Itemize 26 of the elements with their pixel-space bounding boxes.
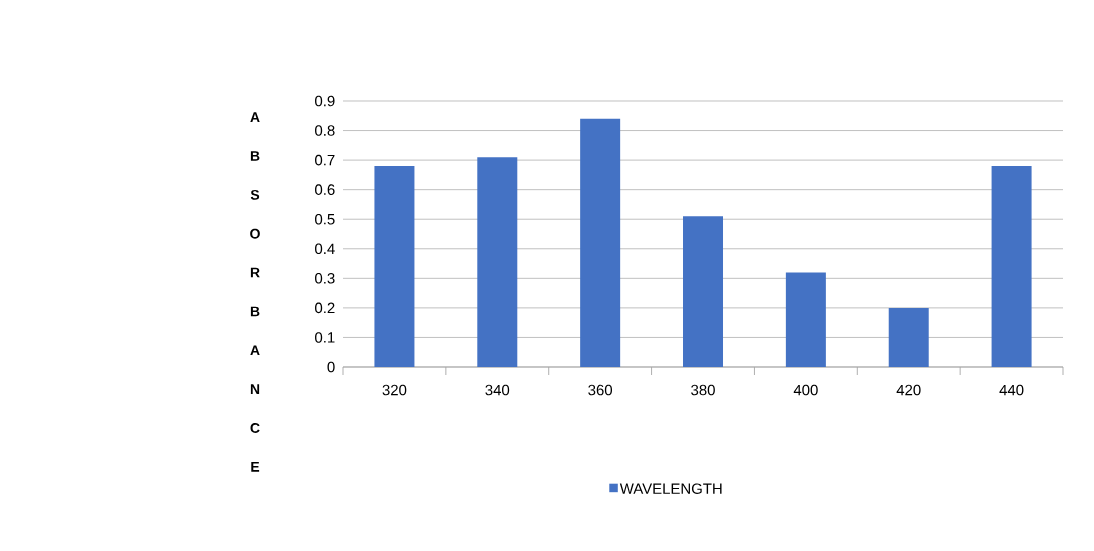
- y-tick-label: 0.6: [315, 184, 335, 195]
- bar: [785, 272, 826, 367]
- bar: [888, 307, 929, 367]
- bar: [374, 166, 415, 367]
- bar: [477, 157, 518, 367]
- y-tick-label: 0: [327, 361, 335, 373]
- legend-label: WAVELENGTH: [619, 483, 722, 494]
- x-tick-label: 340: [485, 384, 510, 396]
- y-tick-label: 0.4: [315, 243, 335, 255]
- x-tick-label: 360: [588, 384, 613, 396]
- y-tick-label: 0.8: [315, 125, 335, 136]
- y-tick-label: 0.9: [315, 95, 335, 107]
- text: ABSORBANCE: [250, 112, 260, 472]
- x-tick-label: 440: [999, 384, 1024, 396]
- y-tick-label: 0.7: [315, 154, 335, 166]
- x-tick-label: 420: [896, 384, 921, 396]
- y-tick-label: 0.1: [315, 332, 335, 343]
- bar: [683, 216, 724, 367]
- bar: [991, 166, 1032, 367]
- y-tick-label: 0.2: [315, 302, 335, 314]
- x-tick-label: 400: [793, 384, 818, 396]
- bar: [580, 118, 621, 367]
- y-tick-label: 0.3: [315, 273, 335, 284]
- y-tick-label: 0.5: [315, 213, 335, 225]
- x-tick-label: 380: [691, 384, 715, 396]
- x-tick-label: 320: [382, 384, 407, 396]
